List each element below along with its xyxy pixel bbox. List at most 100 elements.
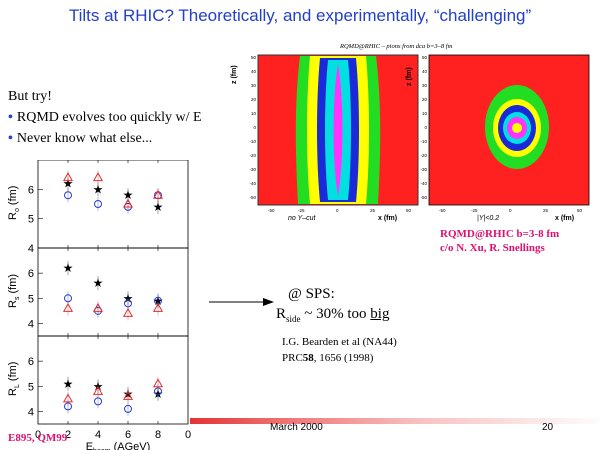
y-tick-labels: 50 40 30 20 10 0 -10 -20 -30 -40 -50 (420, 55, 427, 200)
y-tick: -30 (420, 167, 427, 172)
y-tick: 10 (251, 111, 257, 116)
x-tick-label: 2 (65, 429, 71, 441)
x-tick: -50 (268, 208, 275, 213)
x-tick: 0 (509, 208, 512, 213)
rside-symbol: R (276, 306, 287, 322)
simulation-plot-right: z (fm) |Y|<0.2 x (fm) -50 -25 0 25 50 50… (406, 54, 590, 222)
star-point: ★ (153, 200, 164, 214)
y-tick-labels: 50 40 30 20 10 0 -10 -20 -30 -40 -50 (249, 55, 256, 200)
reference: I.G. Bearden et al (NA44) PRC58, 1656 (1… (282, 334, 397, 366)
x-tick-labels: -50 -25 0 25 50 (268, 208, 412, 213)
bullet-text: Never know what else... (16, 131, 153, 146)
y-tick: -40 (249, 181, 256, 186)
y-tick: 20 (251, 97, 257, 102)
sps-heading: @ SPS: (288, 286, 335, 302)
y-axis-label: Rs (fm) (7, 274, 21, 308)
y-tick: -10 (420, 139, 427, 144)
rqmd-credit-line-2: c/o N. Xu, R. Snellings (440, 242, 545, 254)
x-tick-label: 0 (35, 429, 41, 441)
y-tick: -50 (420, 195, 427, 200)
x-axis-label: Ebeam (AGeV) (86, 441, 151, 450)
circle-point (124, 404, 132, 413)
x-tick-label: 6 (125, 429, 131, 441)
y-axis-label: Ro (fm) (7, 186, 21, 220)
y-tick: -20 (420, 153, 427, 158)
journal-volume: 58 (302, 352, 314, 364)
circle-point (94, 200, 102, 208)
triangle-point (152, 378, 164, 388)
x-tick: 25 (543, 208, 549, 213)
x-tick: 25 (370, 208, 376, 213)
reference-line-2: PRC58, 1656 (1998) (282, 350, 397, 366)
triangle-point (152, 189, 164, 199)
intro-text: But try! (8, 89, 52, 104)
triangle-point (122, 198, 134, 208)
rqmd-credit-line-1: RQMD@RHIC b=3-8 fm (440, 228, 560, 240)
journal-pages-year: , 1656 (1998) (313, 352, 374, 364)
y-tick-label: 6 (28, 356, 34, 368)
star-point: ★ (63, 377, 74, 391)
y-tick: 10 (422, 111, 428, 116)
y-tick-label: 6 (28, 184, 34, 196)
page-number: 20 (542, 422, 554, 433)
x-tick: 50 (577, 208, 583, 213)
y-tick: 20 (422, 97, 428, 102)
triangle-point (92, 385, 104, 395)
magenta-core (333, 64, 343, 196)
y-axis-label: z (fm) (231, 65, 238, 84)
triangle-point (92, 302, 104, 312)
y-tick: 0 (253, 125, 256, 130)
y-tick-label: 5 (28, 293, 34, 305)
bullet-dot-icon: • (8, 110, 13, 125)
y-tick-label: 4 (28, 243, 34, 255)
x-tick: 50 (406, 208, 412, 213)
triangle-point (62, 302, 74, 312)
y-tick: -50 (249, 195, 256, 200)
y-tick: -30 (249, 167, 256, 172)
footer-gradient-bar (190, 418, 600, 424)
bullet-text: RQMD evolves too quickly w/ E (16, 110, 202, 125)
y-tick: 50 (422, 55, 428, 60)
rside-subscript: side (286, 314, 301, 324)
bullet-item-2: • Never know what else... (8, 128, 202, 149)
yellow-core (512, 123, 522, 133)
y-tick-label: 4 (28, 318, 34, 330)
y-tick: 40 (422, 69, 428, 74)
circle-point (64, 191, 72, 200)
cut-note: |Y|<0.2 (477, 215, 499, 222)
x-tick: -25 (471, 208, 478, 213)
x-tick-label: 4 (95, 429, 101, 441)
rside-emphasis: big (370, 306, 390, 322)
y-tick: 30 (422, 83, 428, 88)
rqmd-credit: RQMD@RHIC b=3-8 fm c/o N. Xu, R. Snellin… (440, 227, 559, 255)
e895-credit: E895, QM99 (8, 432, 68, 444)
y-tick: 0 (424, 125, 427, 130)
y-tick: -10 (249, 139, 256, 144)
simulation-plot-left: z (fm) no Y–cut x (fm) -50 -25 0 25 50 5… (231, 54, 419, 222)
y-tick: -40 (420, 181, 427, 186)
y-tick: -20 (249, 153, 256, 158)
panel-frame (37, 247, 189, 337)
star-point: ★ (93, 276, 104, 290)
x-tick-label: 8 (155, 429, 161, 441)
rside-text: ~ 30% too (300, 306, 371, 322)
triangle-point (152, 302, 164, 312)
y-tick: 40 (251, 69, 257, 74)
footer-date: March 2000 (270, 422, 323, 433)
y-tick-label: 5 (28, 214, 34, 226)
y-tick: 50 (251, 55, 257, 60)
triangle-point (62, 393, 74, 403)
x-axis-label: x (fm) (555, 215, 574, 222)
triangle-point (62, 172, 74, 182)
star-point: ★ (63, 261, 74, 275)
reference-line-1: I.G. Bearden et al (NA44) (282, 336, 397, 348)
triangle-point (92, 172, 104, 182)
bullet-list: But try! • RQMD evolves too quickly w/ E … (8, 86, 202, 149)
panel-frame (37, 335, 189, 425)
star-point: ★ (93, 182, 104, 196)
bullet-dot-icon: • (8, 131, 13, 146)
x-tick: -25 (298, 208, 305, 213)
rside-statement: Rside ~ 30% too big (276, 306, 389, 324)
triangle-point (122, 307, 134, 317)
star-point: ★ (123, 188, 134, 202)
